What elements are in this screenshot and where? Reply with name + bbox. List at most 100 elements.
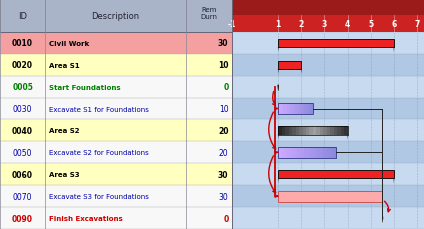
Bar <box>278 104 280 114</box>
Text: Area S1: Area S1 <box>49 63 79 68</box>
Bar <box>282 104 283 114</box>
Bar <box>284 147 287 158</box>
Text: Excavate S1 for Foundations: Excavate S1 for Foundations <box>49 106 148 112</box>
Bar <box>232 142 424 164</box>
Bar <box>280 104 282 114</box>
Polygon shape <box>393 179 394 184</box>
Bar <box>306 127 310 135</box>
FancyArrowPatch shape <box>273 92 276 106</box>
Text: 10: 10 <box>218 61 229 70</box>
Text: 5: 5 <box>368 20 374 29</box>
Text: 7: 7 <box>414 20 420 29</box>
Bar <box>278 127 348 135</box>
Bar <box>313 147 316 158</box>
Bar <box>337 127 341 135</box>
Bar <box>0 164 232 185</box>
Bar <box>321 147 324 158</box>
Bar <box>327 147 330 158</box>
Polygon shape <box>278 86 279 91</box>
Bar <box>278 170 394 179</box>
Text: 0: 0 <box>223 214 229 223</box>
Text: 20: 20 <box>219 148 229 157</box>
Bar <box>232 98 424 120</box>
Bar <box>313 127 316 135</box>
Bar <box>299 127 302 135</box>
Text: 0030: 0030 <box>13 105 32 114</box>
Bar <box>344 127 348 135</box>
Text: -1: -1 <box>228 20 236 29</box>
Bar <box>310 127 313 135</box>
Text: Rem
Durn: Rem Durn <box>200 7 217 20</box>
Bar <box>287 147 290 158</box>
Bar <box>310 104 311 114</box>
Bar <box>294 104 296 114</box>
Text: 1: 1 <box>276 20 281 29</box>
Text: Excavate S3 for Foundations: Excavate S3 for Foundations <box>49 193 148 199</box>
Bar <box>302 104 304 114</box>
Text: Area S3: Area S3 <box>49 172 79 177</box>
Bar <box>296 147 298 158</box>
Bar <box>0 33 232 55</box>
Bar <box>289 104 290 114</box>
Bar <box>0 0 232 33</box>
Text: Description: Description <box>91 12 139 21</box>
Polygon shape <box>278 135 279 140</box>
Bar <box>0 55 232 76</box>
Text: 0010: 0010 <box>12 39 33 48</box>
Bar <box>0 142 232 164</box>
Text: 0: 0 <box>223 83 229 92</box>
Text: 0060: 0060 <box>12 170 33 179</box>
Bar <box>330 147 333 158</box>
Text: Civil Work: Civil Work <box>49 41 89 47</box>
Text: Excavate S2 for Foundations: Excavate S2 for Foundations <box>49 150 148 156</box>
Bar <box>278 191 382 202</box>
Bar <box>278 39 394 48</box>
Bar <box>301 104 302 114</box>
Bar <box>232 120 424 142</box>
Polygon shape <box>347 135 348 140</box>
Text: Start Foundations: Start Foundations <box>49 84 120 90</box>
Text: 0020: 0020 <box>12 61 33 70</box>
Bar <box>283 104 285 114</box>
Bar <box>232 164 424 185</box>
Polygon shape <box>382 214 383 222</box>
Bar <box>319 147 321 158</box>
FancyArrowPatch shape <box>269 113 276 149</box>
Bar <box>316 127 320 135</box>
Bar <box>0 76 232 98</box>
Text: 2: 2 <box>299 20 304 29</box>
Bar <box>287 104 289 114</box>
Bar <box>292 104 294 114</box>
Text: Area S2: Area S2 <box>49 128 79 134</box>
Bar <box>310 147 313 158</box>
Bar <box>324 127 327 135</box>
Bar <box>320 127 324 135</box>
Bar <box>0 185 232 207</box>
Bar <box>278 104 313 114</box>
Bar <box>232 185 424 207</box>
Polygon shape <box>278 48 279 53</box>
Text: 0005: 0005 <box>12 83 33 92</box>
Bar <box>0 120 232 142</box>
Bar <box>324 147 327 158</box>
Bar <box>0 207 232 229</box>
Bar <box>333 147 336 158</box>
Text: 0050: 0050 <box>13 148 32 157</box>
Bar <box>232 76 424 98</box>
Bar <box>296 104 297 114</box>
Bar <box>289 127 292 135</box>
Bar <box>285 127 289 135</box>
Text: 30: 30 <box>219 192 229 201</box>
Bar <box>307 147 310 158</box>
Bar <box>301 147 304 158</box>
Bar <box>302 127 306 135</box>
Bar <box>278 147 281 158</box>
Bar <box>290 147 293 158</box>
Text: 3: 3 <box>322 20 327 29</box>
Bar <box>311 104 313 114</box>
Bar <box>0 98 232 120</box>
Text: 0070: 0070 <box>13 192 32 201</box>
Text: 20: 20 <box>218 126 229 135</box>
Bar <box>299 104 301 114</box>
Bar <box>278 61 301 70</box>
